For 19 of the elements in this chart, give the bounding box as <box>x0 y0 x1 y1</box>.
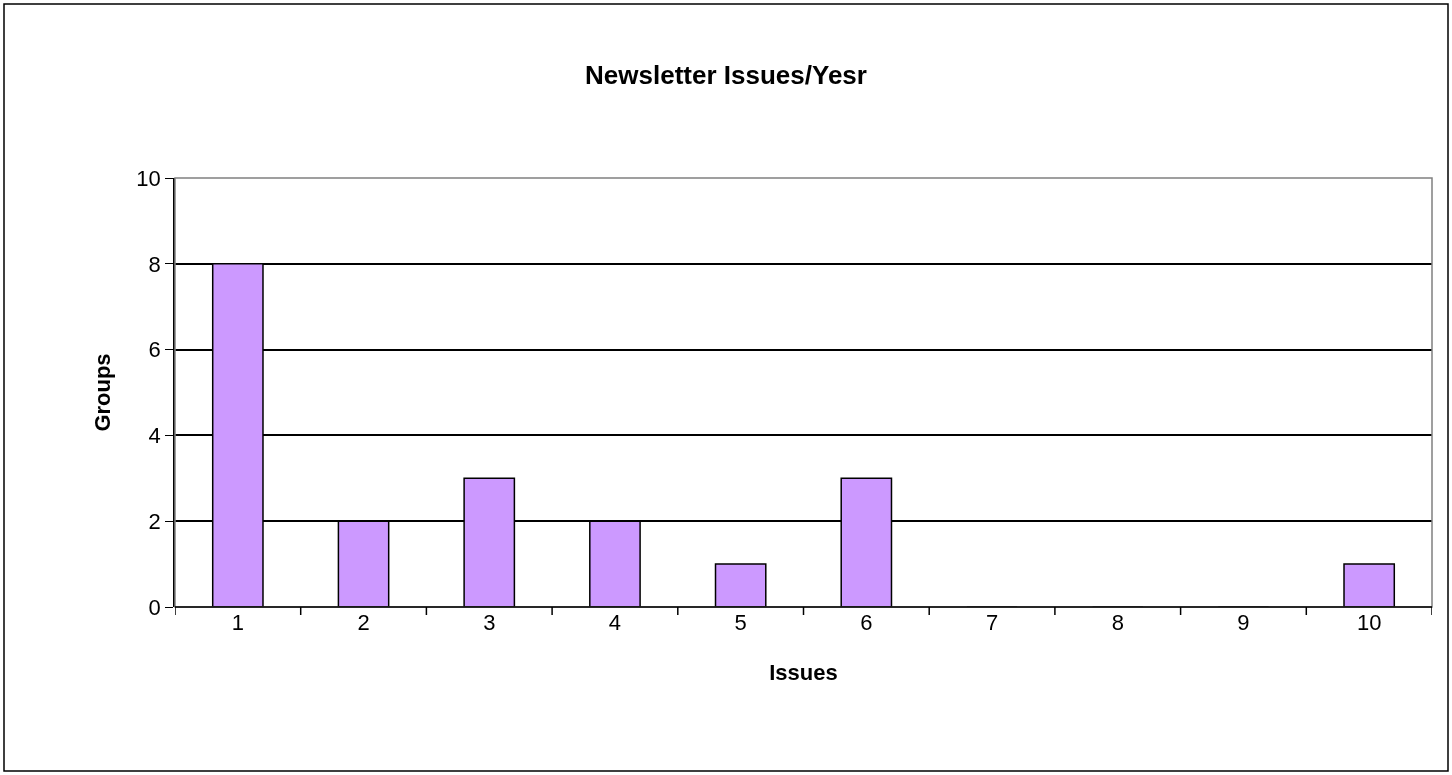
x-tick-label: 4 <box>608 610 622 635</box>
x-tick-label: 10 <box>1356 610 1382 635</box>
y-tick-label: 0 <box>148 594 161 620</box>
chart-title: Newsletter Issues/Yesr <box>585 60 867 91</box>
x-tick-label: 9 <box>1237 610 1250 635</box>
x-tick-label: 2 <box>357 610 370 635</box>
y-axis-title: Groups <box>89 353 115 432</box>
y-tick-label: 6 <box>148 337 161 363</box>
y-tick-label: 8 <box>148 251 161 277</box>
y-tick-label: 4 <box>148 423 161 449</box>
x-tick-label: 8 <box>1111 610 1124 635</box>
x-tick-label: 3 <box>483 610 496 635</box>
x-tick-label: 6 <box>860 610 873 635</box>
x-tick-label: 5 <box>734 610 747 635</box>
x-tick-label: 7 <box>985 610 999 635</box>
x-tick-label: 1 <box>231 610 244 635</box>
y-tick-label: 2 <box>148 508 161 534</box>
x-axis-title: Issues <box>769 659 838 685</box>
y-tick-label: 10 <box>136 165 161 191</box>
